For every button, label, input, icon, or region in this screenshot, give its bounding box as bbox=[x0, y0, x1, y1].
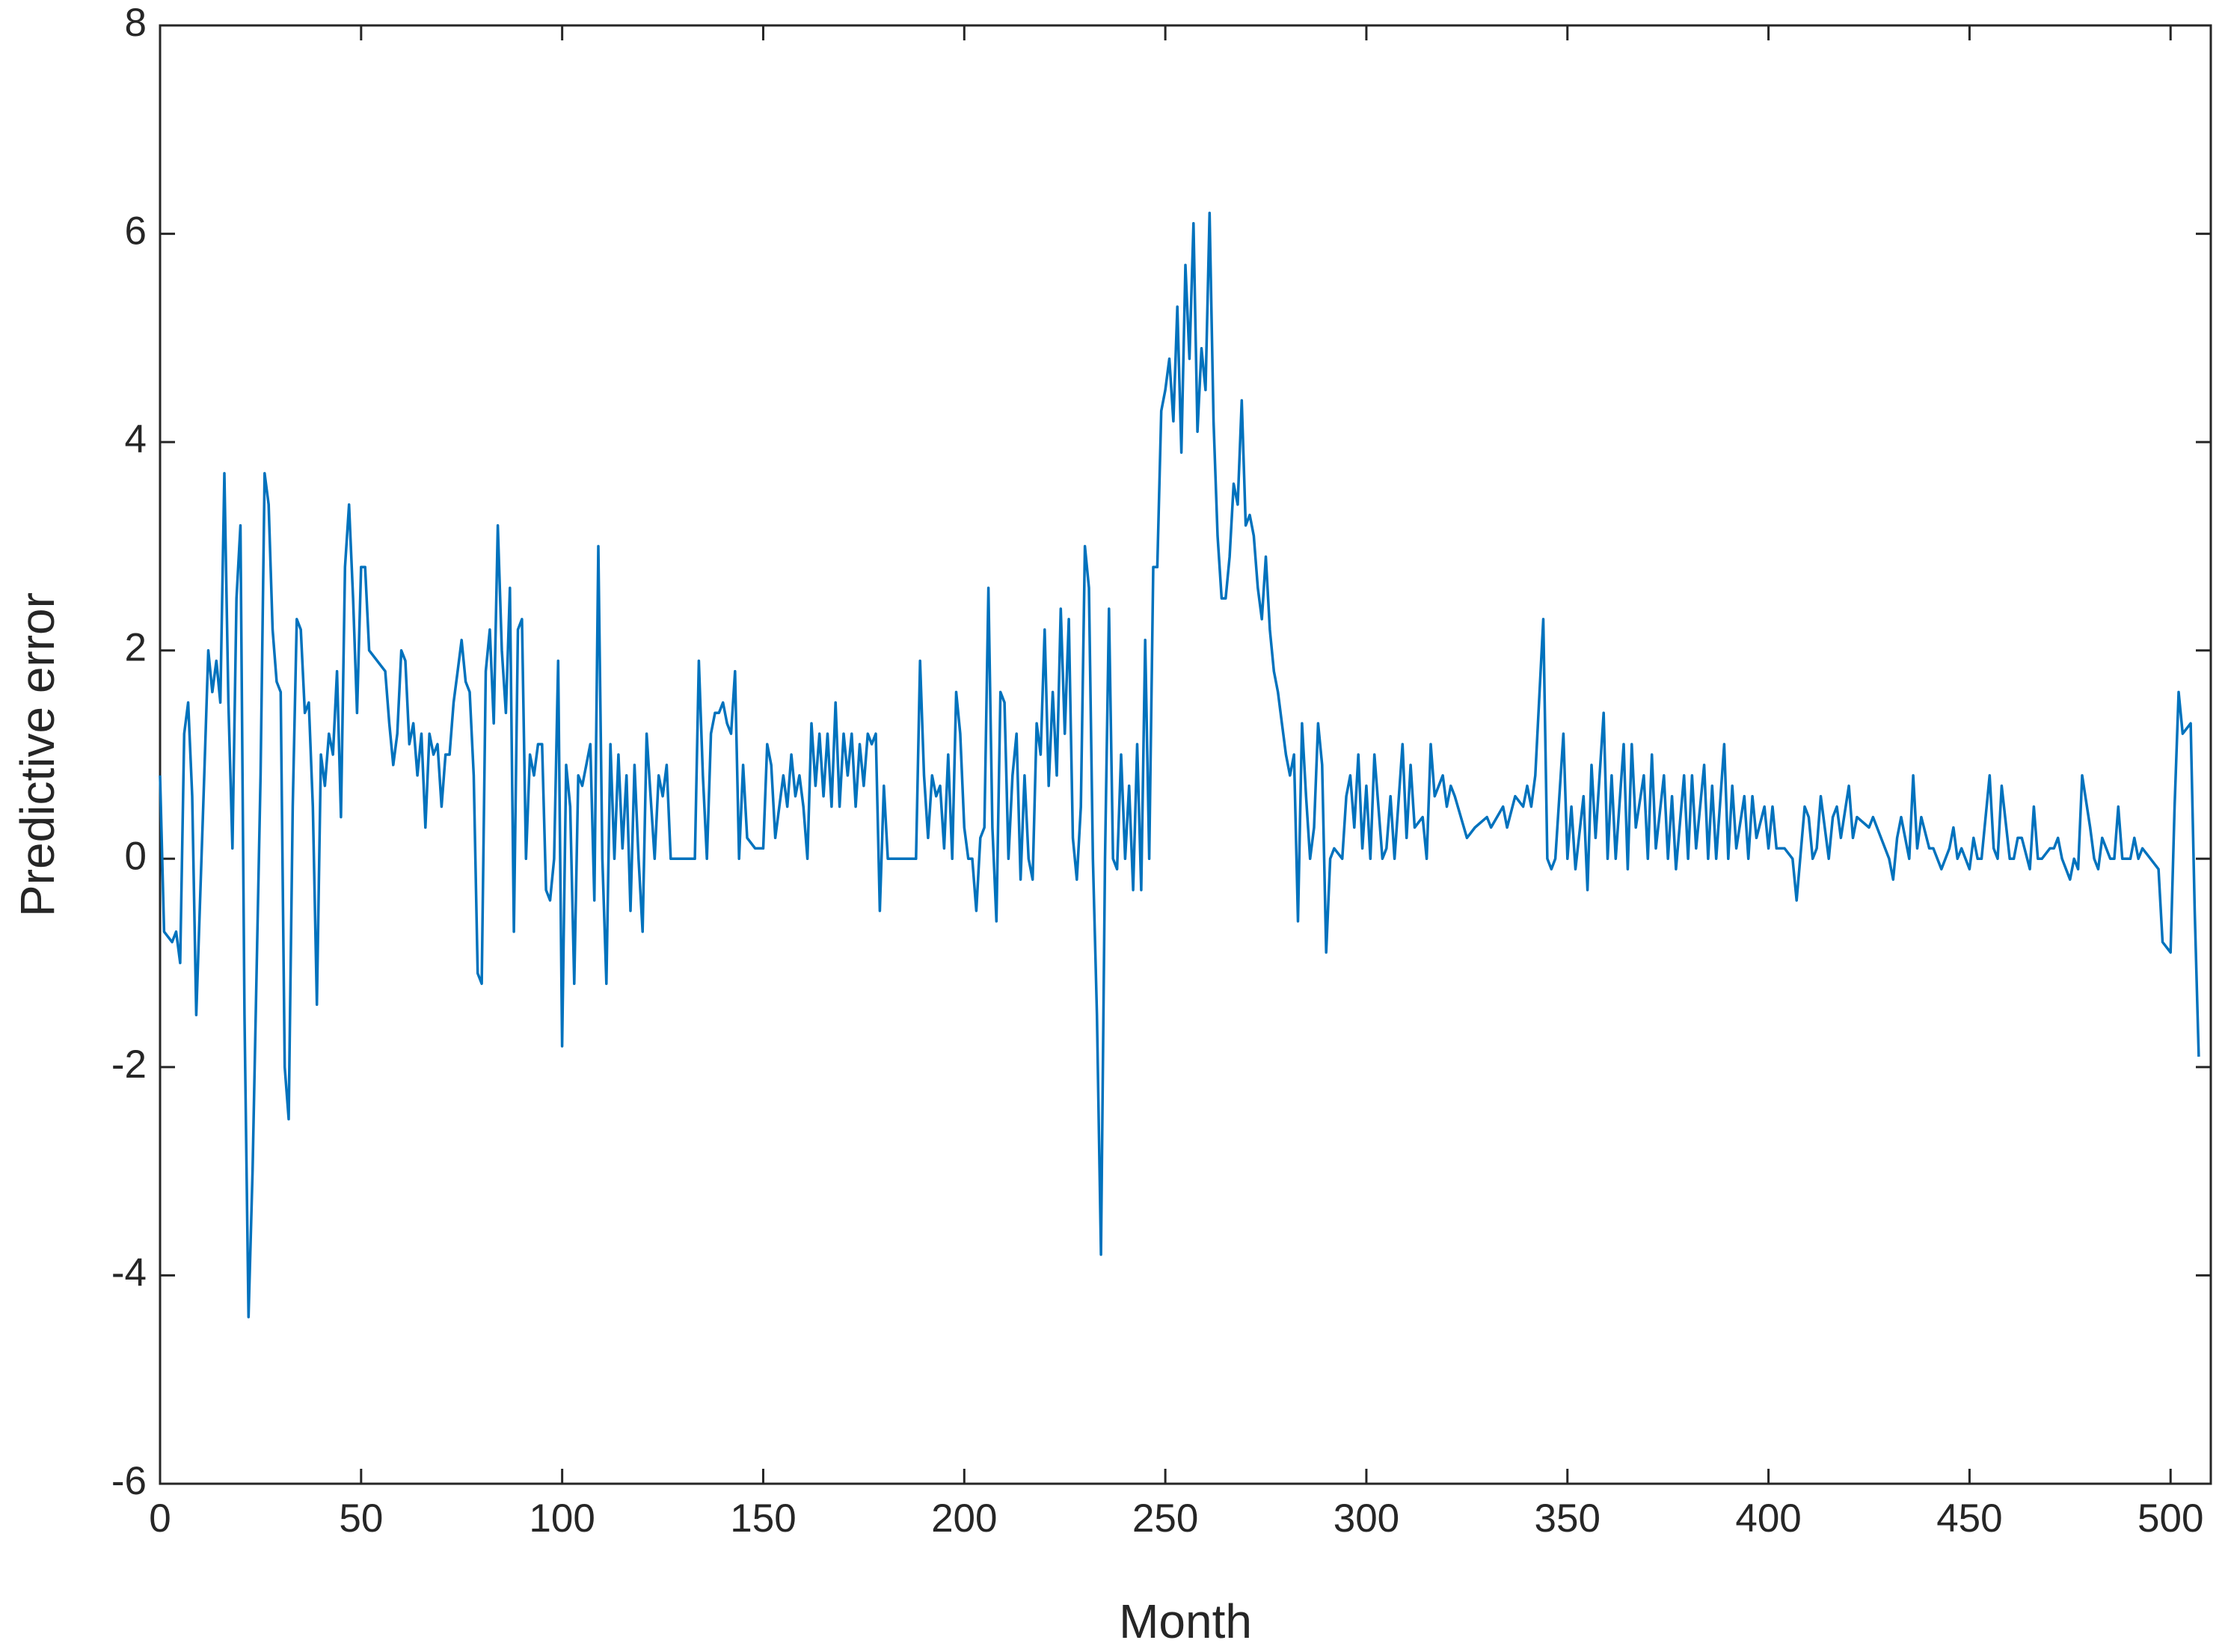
y-axis-label: Predictive error bbox=[10, 592, 64, 917]
x-tick-label: 300 bbox=[1334, 1496, 1399, 1541]
axes-frame bbox=[159, 24, 2212, 1485]
data-line bbox=[159, 211, 2200, 1318]
x-tick-label: 200 bbox=[931, 1496, 997, 1541]
x-tick-label: 0 bbox=[149, 1496, 171, 1541]
y-tick-label: -2 bbox=[111, 1043, 147, 1087]
y-tick-label: -6 bbox=[111, 1459, 147, 1503]
y-tick-label: -4 bbox=[111, 1250, 147, 1295]
x-tick-label: 250 bbox=[1132, 1496, 1198, 1541]
x-tick-label: 400 bbox=[1735, 1496, 1801, 1541]
x-tick-label: 450 bbox=[1936, 1496, 2002, 1541]
x-tick-label: 350 bbox=[1535, 1496, 1601, 1541]
x-tick-label: 150 bbox=[730, 1496, 796, 1541]
y-tick-label: 6 bbox=[125, 209, 147, 254]
x-tick-label: 500 bbox=[2137, 1496, 2203, 1541]
y-tick-label: 0 bbox=[125, 834, 147, 878]
x-axis-label: Month bbox=[1119, 1594, 1252, 1648]
y-tick-label: 2 bbox=[125, 626, 147, 670]
y-tick-label: 8 bbox=[125, 1, 147, 45]
y-tick-label: 4 bbox=[125, 417, 147, 461]
x-tick-label: 50 bbox=[339, 1496, 383, 1541]
x-tick-label: 100 bbox=[529, 1496, 595, 1541]
